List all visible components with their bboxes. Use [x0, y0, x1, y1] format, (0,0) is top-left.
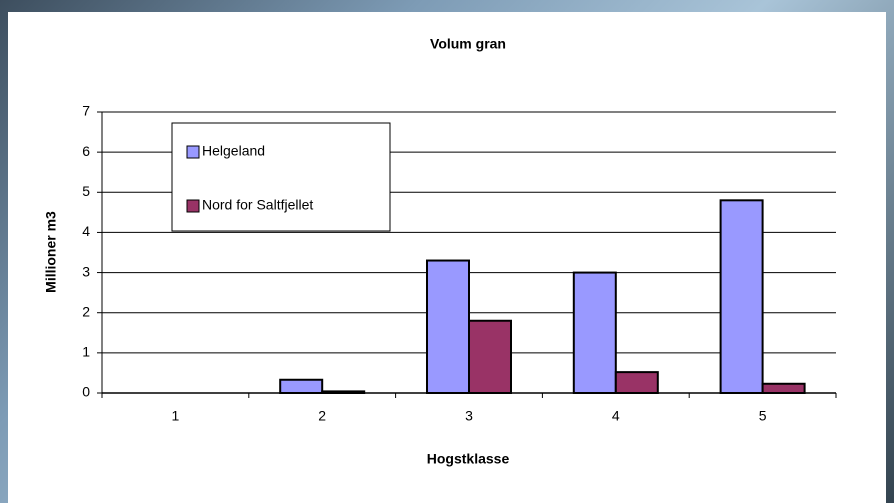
bar [614, 371, 659, 394]
x-tick-label: 4 [612, 408, 620, 424]
legend-swatch [186, 199, 200, 213]
chart-title: Volum gran [430, 36, 506, 52]
y-tick-label: 3 [82, 263, 90, 279]
y-tick-label: 6 [82, 143, 90, 159]
x-axis-label: Hogstklasse [427, 451, 510, 467]
y-tick-label: 0 [82, 384, 90, 400]
legend-label: Helgeland [202, 143, 265, 159]
x-tick-label: 3 [465, 408, 473, 424]
y-tick-label: 2 [82, 303, 90, 319]
bar [719, 199, 764, 394]
legend-label: Nord for Saltfjellet [202, 197, 313, 213]
bar [572, 271, 617, 395]
x-tick-label: 5 [759, 408, 767, 424]
y-tick-label: 7 [82, 103, 90, 119]
bar [426, 259, 470, 394]
x-tick-label: 2 [318, 408, 326, 424]
legend-swatch [186, 145, 200, 159]
legend-box [171, 122, 391, 232]
y-tick-label: 1 [82, 344, 90, 360]
y-tick-label: 5 [82, 183, 90, 199]
y-tick-label: 4 [82, 223, 90, 239]
y-axis-label: Millioner m3 [43, 211, 59, 293]
x-tick-label: 1 [172, 408, 180, 424]
bar [761, 382, 806, 395]
bar [468, 319, 512, 394]
bar [279, 378, 324, 395]
